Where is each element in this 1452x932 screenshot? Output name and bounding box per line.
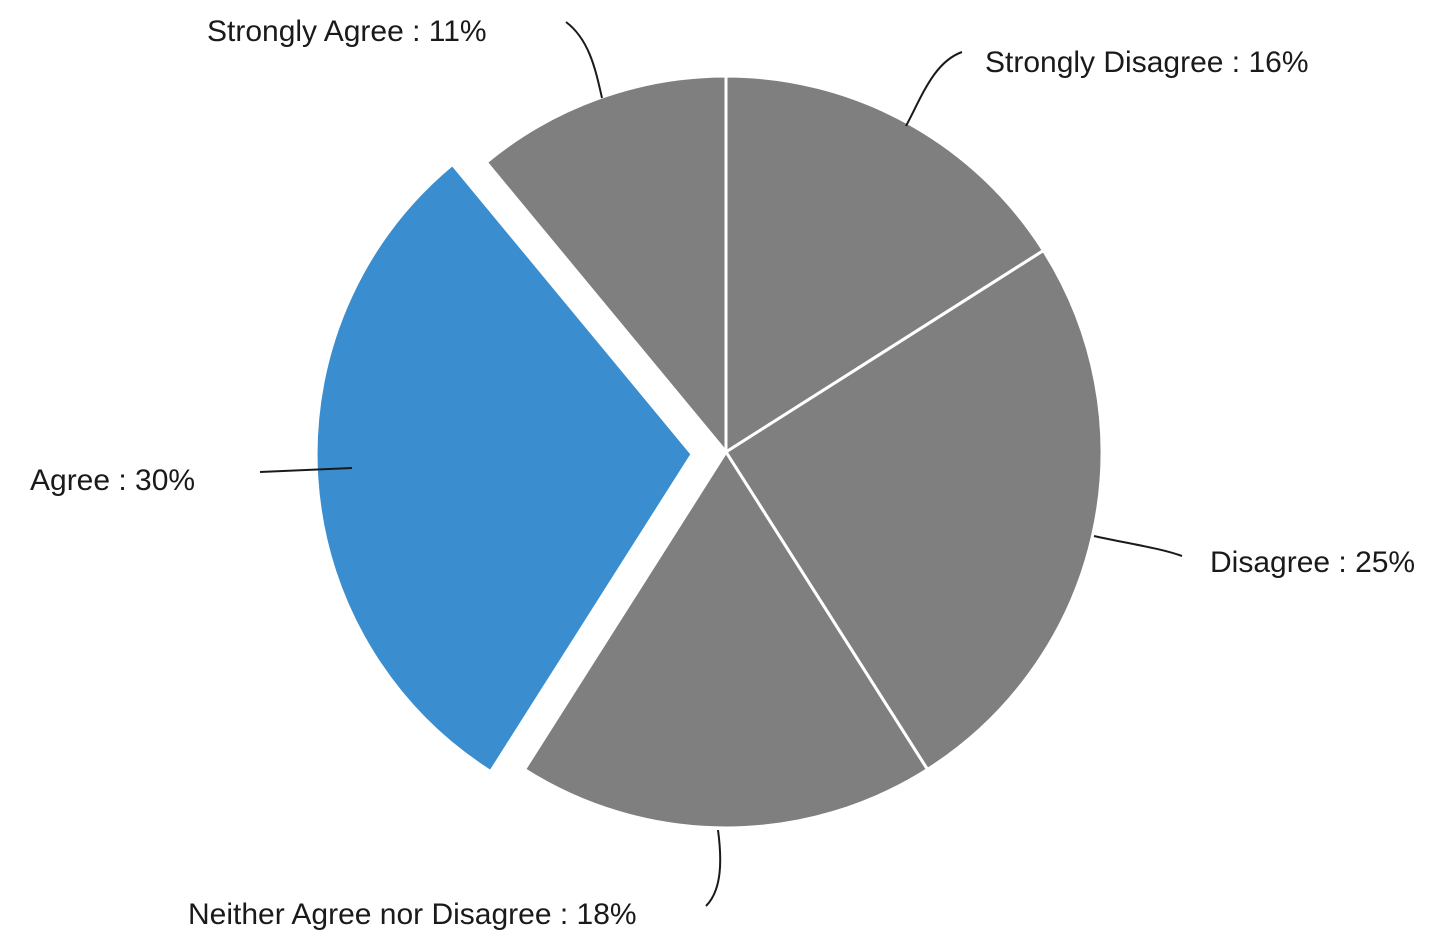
leader-line-strongly-agree <box>565 21 603 99</box>
pie-slices <box>314 74 1104 830</box>
leader-line-neither-agree-nor-disagree <box>705 829 722 907</box>
pie-slice-agree <box>314 162 694 774</box>
pie-slice-disagree <box>724 249 1104 771</box>
slice-label-disagree: Disagree : 25% <box>1210 546 1415 579</box>
slice-label-strongly-agree: Strongly Agree : 11% <box>207 15 487 48</box>
slice-label-strongly-disagree: Strongly Disagree : 16% <box>985 46 1309 79</box>
slice-label-neither-agree-nor-disagree: Neither Agree nor Disagree : 18% <box>188 898 637 931</box>
leader-line-agree <box>259 467 353 473</box>
leader-line-disagree <box>1093 535 1183 557</box>
leader-lines <box>259 21 1183 907</box>
pie-slice-neither-agree-nor-disagree <box>523 450 929 830</box>
slice-labels: Strongly Disagree : 16% Disagree : 25% Nei… <box>30 15 1415 931</box>
pie-slice-strongly-agree <box>484 74 728 454</box>
slice-label-agree: Agree : 30% <box>30 464 195 497</box>
leader-line-strongly-disagree <box>905 51 963 127</box>
